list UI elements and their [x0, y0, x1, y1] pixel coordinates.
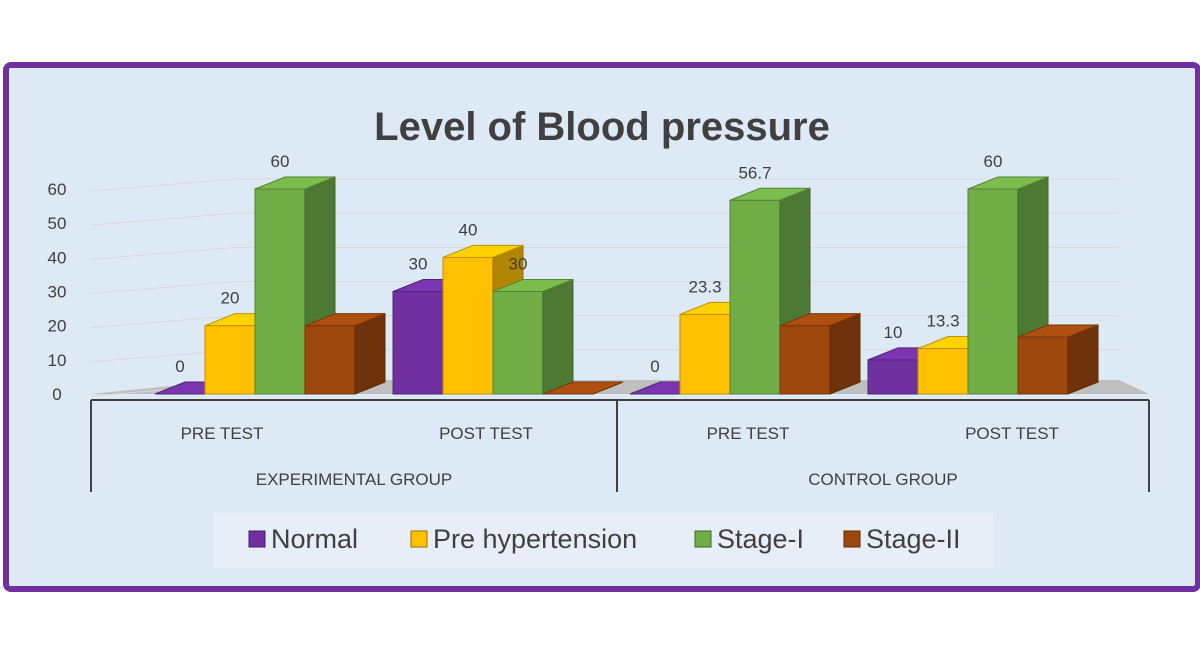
bar-side	[354, 312, 386, 395]
bar-stage-ii-1	[542, 381, 624, 395]
gridline-perspective	[90, 246, 237, 260]
gridline-perspective	[90, 178, 237, 192]
y-tick-label: 40	[48, 248, 67, 267]
bar-front	[729, 199, 781, 395]
bar-top	[304, 313, 386, 327]
y-tick-label: 20	[48, 317, 67, 336]
data-label-stage-i-3: 60	[984, 152, 1003, 171]
bar-stage-ii-0	[304, 312, 386, 395]
chart-frame: Level of Blood pressure 0 10 20 30 40 50 60 0 2…	[3, 62, 1200, 592]
bar-top	[492, 279, 574, 292]
bar-front	[442, 256, 494, 395]
bar-front	[492, 291, 544, 395]
group-label-1: CONTROL GROUP	[808, 470, 958, 489]
legend-label-stage-ii: Stage-II	[866, 524, 961, 554]
legend-label-stage-i: Stage-I	[717, 524, 804, 554]
data-label-normal-3: 10	[884, 323, 903, 342]
data-label-pre-hypertension-1: 40	[459, 220, 478, 239]
bar-front	[867, 359, 919, 395]
chart-title: Level of Blood pressure	[374, 105, 830, 149]
bar-stage-ii-2	[779, 312, 861, 395]
bar-stage-ii-3	[1017, 324, 1099, 395]
bar-front	[779, 325, 831, 395]
gridline-perspective	[90, 315, 237, 329]
bar-front	[204, 325, 256, 395]
bar-top	[254, 176, 336, 190]
category-label-2: PRE TEST	[707, 424, 790, 443]
legend-swatch-pre-hypertension	[410, 530, 428, 548]
bar-top	[442, 244, 524, 258]
data-label-stage-i-2: 56.7	[738, 163, 771, 182]
bar-front	[1017, 336, 1069, 395]
y-tick-label: 10	[48, 351, 67, 370]
data-label-pre-hypertension-3: 13.3	[926, 312, 959, 331]
data-label-stage-i-1: 30	[509, 255, 528, 274]
data-label-pre-hypertension-0: 20	[221, 289, 240, 308]
category-label-1: POST TEST	[439, 424, 533, 443]
data-label-normal-0: 0	[175, 357, 184, 376]
data-label-normal-1: 30	[409, 255, 428, 274]
category-label-3: POST TEST	[965, 424, 1059, 443]
gridline-perspective	[90, 212, 237, 226]
legend-box	[213, 513, 993, 568]
data-label-normal-2: 0	[650, 357, 659, 376]
y-tick-label: 60	[48, 180, 67, 199]
gridline-perspective	[90, 281, 237, 294]
bar-front	[304, 325, 356, 395]
bar-top	[729, 187, 811, 201]
category-label-0: PRE TEST	[181, 424, 264, 443]
data-label-pre-hypertension-2: 23.3	[688, 277, 721, 296]
legend-label-normal: Normal	[271, 524, 358, 554]
bar-side	[542, 278, 574, 395]
data-label-stage-i-0: 60	[271, 152, 290, 171]
group-label-0: EXPERIMENTAL GROUP	[256, 470, 452, 489]
y-tick-label: 50	[48, 214, 67, 233]
legend-label-pre-hypertension: Pre hypertension	[433, 524, 637, 554]
bar-front	[967, 188, 1019, 395]
y-tick-label: 30	[48, 283, 67, 302]
bar-stage-i-1	[492, 278, 574, 395]
legend-swatch-normal	[248, 530, 266, 548]
bar-top	[542, 381, 624, 395]
bar-front	[254, 188, 306, 395]
legend-swatch-stage-i	[694, 530, 712, 548]
bar-front	[679, 313, 731, 395]
bar-top	[1017, 324, 1099, 338]
bar-front	[917, 348, 969, 395]
y-tick-label: 0	[52, 385, 61, 404]
bar-side	[829, 312, 861, 395]
bar-front	[392, 291, 444, 395]
legend-swatch-stage-ii	[843, 530, 861, 548]
blood-pressure-chart: Level of Blood pressure 0 10 20 30 40 50 60 0 2…	[48, 105, 1150, 568]
bar-top	[967, 176, 1049, 190]
bar-top	[779, 313, 861, 327]
